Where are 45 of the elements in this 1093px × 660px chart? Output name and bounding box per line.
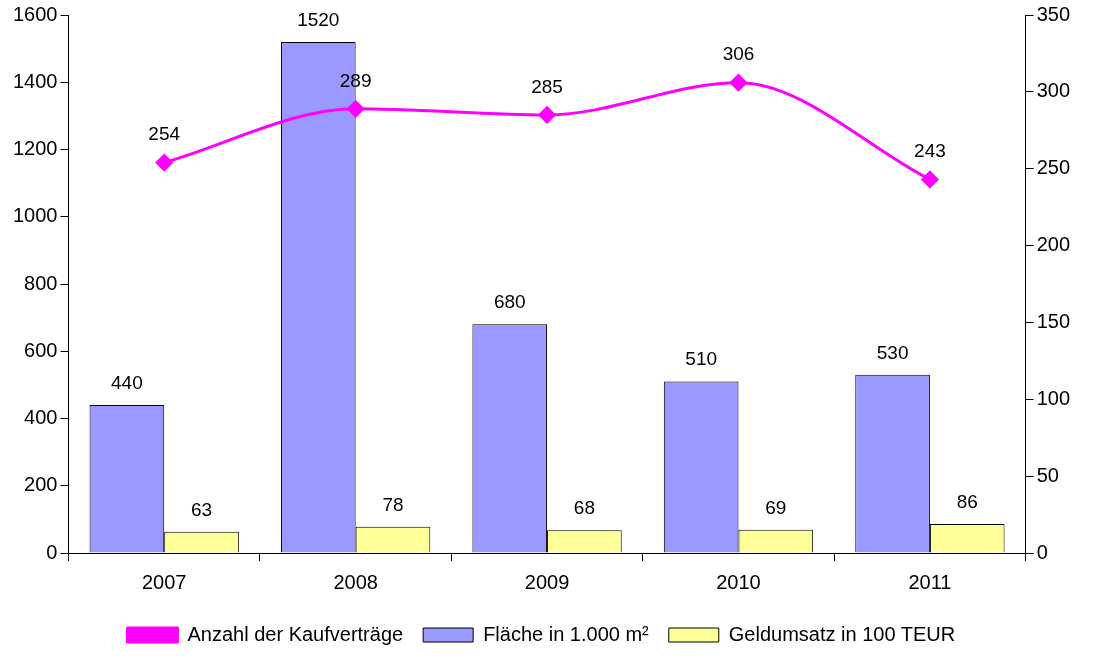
data-label: 68 (573, 496, 595, 518)
data-label: 78 (382, 493, 404, 515)
point (538, 106, 556, 124)
x-tick-label: 2010 (716, 570, 761, 593)
data-label: 530 (876, 341, 909, 363)
y2-tick-label: 250 (1036, 156, 1071, 179)
legend-label: Geldumsatz in 100 TEUR (728, 622, 956, 645)
y2-tick-label: 0 (1036, 540, 1048, 563)
y-tick-label: 1200 (12, 137, 58, 160)
y-tick-label: 0 (46, 540, 58, 563)
data-label: 680 (493, 291, 526, 313)
data-label: 285 (531, 75, 563, 97)
data-label: 69 (765, 496, 787, 518)
point (921, 170, 939, 188)
y2-tick-label: 50 (1036, 463, 1059, 486)
data-label: 289 (339, 69, 372, 91)
y-tick-label: 1600 (12, 2, 58, 25)
y-tick-label: 800 (24, 271, 58, 294)
y2-tick-label: 350 (1036, 2, 1071, 25)
data-label: 440 (111, 371, 143, 393)
y-tick-label: 600 (24, 338, 58, 361)
data-label: 254 (148, 123, 181, 145)
data-label: 86 (956, 490, 978, 512)
point (347, 100, 365, 118)
y-tick-label: 1000 (12, 204, 58, 227)
y-tick-label: 200 (24, 473, 58, 496)
y-tick-label: 400 (24, 406, 58, 429)
legend-label: Fläche in 1.000 m² (483, 622, 650, 645)
point (729, 74, 747, 92)
y2-tick-label: 200 (1036, 233, 1071, 256)
x-tick-label: 2011 (908, 570, 952, 593)
data-label: 243 (914, 140, 946, 162)
y-tick-label: 1400 (12, 69, 58, 92)
data-label: 1520 (297, 8, 340, 30)
y2-tick-label: 100 (1036, 386, 1071, 409)
x-tick-label: 2008 (333, 570, 378, 593)
y2-tick-label: 150 (1036, 309, 1071, 332)
y2-tick-label: 300 (1036, 79, 1071, 102)
data-label: 510 (685, 348, 718, 370)
point (155, 154, 173, 172)
x-tick-label: 2007 (141, 570, 187, 593)
x-tick-label: 2009 (524, 570, 570, 593)
data-label: 306 (722, 43, 755, 65)
legend-label: Anzahl der Kaufverträge (187, 622, 404, 645)
data-label: 63 (190, 498, 213, 520)
